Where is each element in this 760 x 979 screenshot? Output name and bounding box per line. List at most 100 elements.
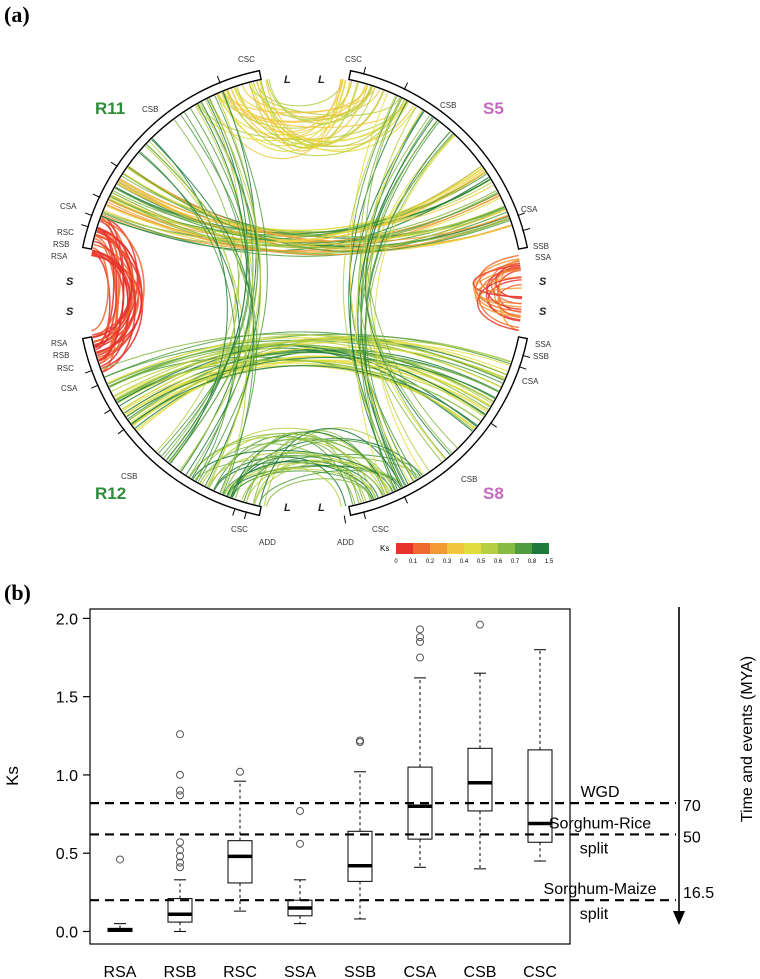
synteny-link [366,106,430,472]
ks-legend-swatch [413,543,430,554]
chromosome-arc-r11 [81,69,262,250]
segment-label-csc: CSC [372,525,389,534]
segment-label-csb: CSB [440,101,456,110]
synteny-link [364,120,451,455]
event-time-label: 70 [683,798,701,815]
segment-label-rsb: RSB [53,240,69,249]
segment-label-ssa: SSA [535,340,552,349]
synteny-link [192,449,394,492]
outlier-point [176,846,184,855]
synteny-link [476,276,522,332]
synteny-link [111,338,512,392]
synteny-link [170,95,259,464]
synteny-link [93,233,135,343]
ks-legend-tick: 0.1 [409,559,418,565]
segment-label-csa: CSA [521,205,538,214]
segment-tick [110,161,118,168]
reference-label: Sorghum-Rice [549,815,651,832]
synteny-circle-plot: R11 S5 R12 S8 L L L L S S S S CSC CSC CS… [51,55,554,565]
y-tick-label: 1.0 [56,768,78,785]
ks-legend-tick: 0.8 [528,559,537,565]
segment-label-add: ADD [337,538,354,547]
segment-label-add: ADD [259,538,276,547]
end-label-short: S [66,276,74,288]
box-rsa [107,855,133,932]
x-tick-label: CSC [523,964,557,979]
synteny-link [179,98,261,471]
reference-label: split [580,840,609,857]
ks-legend-swatch [464,543,481,554]
synteny-link [473,258,521,317]
time-axis: Time and events (MYA) [673,607,756,925]
ks-legend-tick: 0.3 [443,559,452,565]
synteny-link [131,365,478,426]
synteny-link [92,249,136,354]
synteny-link [134,349,499,429]
synteny-link [357,117,434,486]
time-arrow-head [673,911,685,925]
outlier-point [176,791,184,800]
y-tick-label: 2.0 [56,611,78,628]
segment-label-csa: CSA [60,202,77,211]
box-series [107,620,553,932]
outlier-point [356,736,364,745]
synteny-link [207,451,383,496]
segment-tick [489,422,497,428]
synteny-link [254,461,397,505]
synteny-link [228,462,377,499]
y-tick-label: 0.0 [56,924,78,941]
synteny-link [241,467,342,507]
ks-legend-swatch [447,543,464,554]
synteny-link [146,144,251,477]
time-axis-label: Time and events (MYA) [739,656,756,822]
segment-label-csa: CSA [61,384,78,393]
synteny-link [163,119,240,459]
synteny-link [123,351,486,415]
synteny-link [152,138,228,464]
ks-legend-tick: 0 [394,559,398,565]
x-tick-label: RSB [164,964,197,979]
box-csc [527,649,553,862]
outlier-point [176,770,184,779]
outlier-point [176,863,184,872]
segment-tick [403,82,409,91]
segment-tick [518,366,527,370]
segment-tick [522,354,531,358]
synteny-link [355,109,423,495]
synteny-link [138,152,240,479]
box-csb [467,620,493,870]
synteny-link [117,345,477,427]
segment-label-rsc: RSC [57,364,74,373]
segment-label-rsa: RSA [51,339,68,348]
synteny-link [265,478,373,507]
synteny-link [342,95,403,488]
chromosome-arcs [81,69,529,517]
synteny-link [128,166,510,253]
segment-tick [84,212,93,217]
synteny-link [110,196,506,255]
outlier-point [176,786,184,795]
x-tick-label: RSC [223,964,257,979]
synteny-link [118,181,512,250]
segment-tick [522,228,531,232]
synteny-link [374,135,455,476]
segment-tick [343,515,347,524]
segment-tick [216,75,221,84]
synteny-link [220,79,347,152]
segment-label-csb: CSB [461,475,477,484]
quadrant-label-s8: S8 [483,484,504,503]
synteny-link [107,201,509,256]
x-tick-label: SSB [344,964,376,979]
synteny-link [472,264,523,298]
outlier-point [416,625,424,634]
segment-tick [403,495,409,504]
outlier-point [116,855,124,864]
synteny-link [213,435,354,505]
segment-tick [517,212,526,217]
synteny-link [226,465,401,496]
segment-label-csa: CSA [522,377,539,386]
box-ssb [347,736,373,920]
outlier-point [416,637,424,646]
quadrant-label-r12: R12 [95,484,126,503]
reference-label: Sorghum-Maize [544,881,657,898]
